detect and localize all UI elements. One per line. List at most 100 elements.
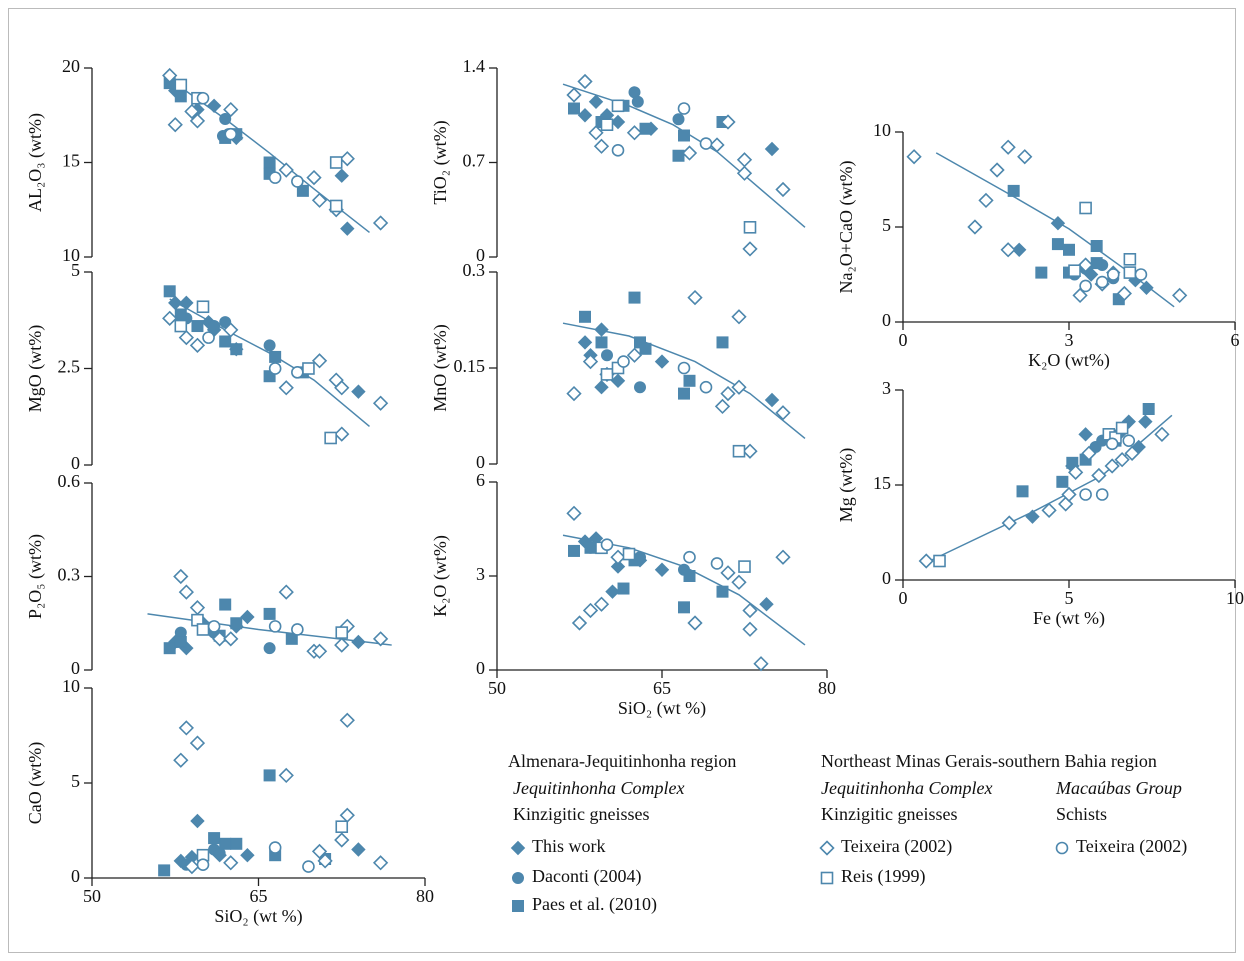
legend-label: Paes et al. (2010) [532, 894, 657, 915]
point [582, 353, 599, 370]
point [764, 141, 780, 157]
x-tick-label: 3 [1065, 330, 1074, 350]
point [179, 295, 194, 311]
point [340, 221, 355, 236]
frame [8, 8, 1236, 953]
point [351, 634, 366, 650]
point [593, 138, 610, 154]
point [1063, 243, 1075, 256]
point [584, 541, 597, 554]
y-axis-label: Na₂O+CaO (wt%) [836, 161, 857, 294]
point [278, 380, 294, 396]
point [1017, 149, 1033, 165]
point [311, 843, 328, 860]
y-tick-label: 0 [71, 658, 80, 678]
point [1090, 257, 1103, 270]
x-tick-label: 10 [1226, 588, 1244, 608]
trend-line [562, 322, 806, 439]
point [302, 362, 315, 375]
point [672, 149, 685, 162]
y-tick-label: 5 [71, 260, 80, 280]
point [351, 842, 366, 857]
point [191, 320, 204, 333]
legend-marker [512, 900, 524, 912]
point [639, 122, 652, 135]
x-axis-label: K₂O (wt%) [1028, 350, 1110, 371]
point [678, 129, 690, 142]
point [212, 631, 228, 647]
y-tick-label: 2.5 [58, 357, 81, 377]
point [1115, 421, 1129, 435]
point [1050, 215, 1066, 231]
y-tick-label: 3 [476, 564, 485, 584]
point [196, 623, 210, 636]
point [678, 601, 690, 614]
point [1090, 240, 1103, 252]
point [339, 151, 355, 167]
point [334, 637, 350, 653]
x-tick-label: 0 [899, 588, 908, 608]
point [610, 373, 626, 389]
point [1106, 268, 1120, 281]
legend-label: Teixeira (2002) [1076, 836, 1187, 857]
legend-heading: Kinzigitic gneisses [513, 804, 649, 824]
point [600, 118, 614, 131]
point [672, 113, 685, 126]
point [933, 554, 946, 568]
point [731, 574, 747, 590]
legend-marker [819, 840, 835, 856]
point [1123, 266, 1137, 279]
point [278, 767, 294, 784]
point [775, 405, 791, 421]
point [296, 184, 309, 197]
point [577, 335, 593, 350]
point [622, 547, 636, 561]
legend-label: This work [532, 836, 606, 856]
point [178, 329, 194, 346]
point [1095, 488, 1109, 501]
legend-heading: Northeast Minas Gerais-southern Bahia re… [821, 751, 1157, 771]
point [173, 752, 189, 768]
point [731, 309, 747, 325]
point [189, 600, 206, 616]
y-tick-label: 0.15 [454, 356, 486, 376]
point [595, 336, 608, 349]
point [1079, 279, 1092, 293]
point [577, 108, 593, 123]
point [753, 656, 769, 672]
x-tick-label: 80 [818, 678, 836, 698]
legend-heading: Kinzigitic gneisses [821, 804, 957, 824]
point [263, 339, 276, 352]
point [699, 137, 713, 150]
x-tick-label: 65 [653, 678, 671, 698]
point [334, 380, 350, 396]
point [1154, 426, 1170, 442]
point [329, 156, 343, 169]
point [678, 387, 690, 400]
point [764, 392, 780, 408]
point [699, 380, 713, 394]
point [759, 596, 774, 612]
point [219, 837, 232, 850]
point [1077, 257, 1094, 273]
point [710, 557, 724, 570]
point [628, 291, 641, 304]
y-axis-label: K₂O (wt%) [430, 535, 451, 617]
point [189, 113, 206, 129]
point [714, 398, 731, 415]
legend-marker [510, 840, 526, 856]
y-tick-label: 15 [62, 151, 80, 171]
point [654, 562, 670, 577]
point [631, 95, 644, 108]
point [263, 769, 276, 782]
point [600, 368, 614, 381]
point [291, 366, 304, 379]
point [1025, 509, 1040, 524]
point [1091, 467, 1107, 484]
point [224, 127, 238, 141]
point [285, 632, 298, 645]
point [306, 169, 322, 186]
point [317, 853, 333, 869]
y-axis-label: TiO₂ (wt%) [430, 120, 451, 204]
point [184, 858, 200, 875]
